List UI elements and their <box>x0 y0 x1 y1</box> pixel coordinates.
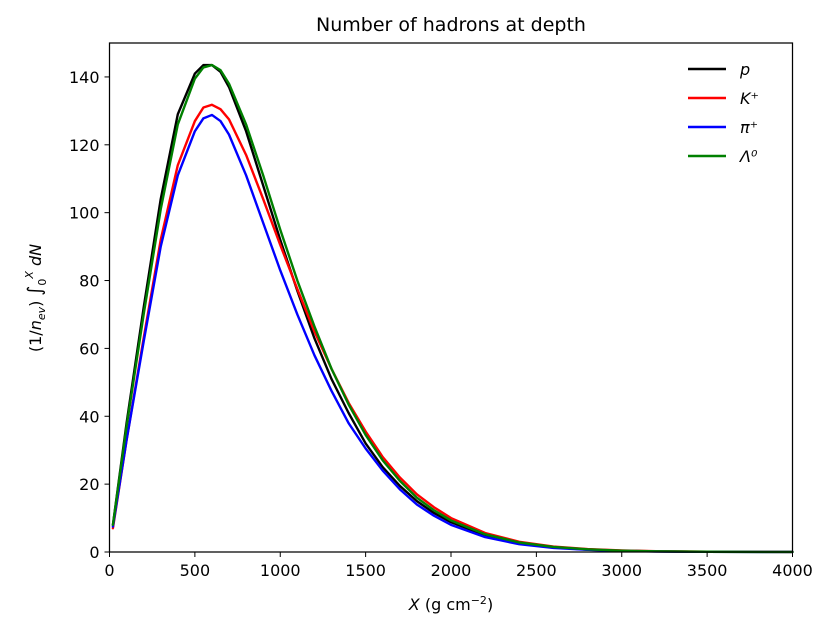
legend: p K⁺ π⁺ Λ⁰ <box>688 60 759 166</box>
series-line-3 <box>111 63 794 554</box>
y-tick-label: 60 <box>79 339 99 358</box>
y-tick-label: 20 <box>79 475 99 494</box>
y-tick-label: 100 <box>69 204 100 223</box>
x-tick-label: 2000 <box>431 561 472 580</box>
x-tick-label: 0 <box>104 561 114 580</box>
y-tick-label: 0 <box>89 543 99 562</box>
x-tick-label: 3000 <box>601 561 642 580</box>
series-line-1 <box>111 103 794 554</box>
legend-label: π⁺ <box>740 118 758 137</box>
plot-frame <box>108 42 794 553</box>
series-lines <box>111 63 794 554</box>
legend-label: p <box>739 60 750 79</box>
axis-ticks: 0 500 1000 1500 2000 2500 3000 3500 4000 0 20 40 60 8… <box>69 68 813 580</box>
y-axis-label: (1/nev) ∫0X dN <box>23 244 49 352</box>
y-tick-label: 140 <box>69 68 100 87</box>
x-tick-label: 1000 <box>260 561 301 580</box>
series-line-2 <box>111 113 794 554</box>
x-tick-label: 500 <box>180 561 211 580</box>
legend-label: Λ⁰ <box>738 147 758 166</box>
x-tick-label: 2500 <box>516 561 557 580</box>
series-line-0 <box>111 63 794 554</box>
x-tick-label: 3500 <box>687 561 728 580</box>
legend-label: K⁺ <box>740 89 759 108</box>
chart-title: Number of hadrons at depth <box>316 14 586 36</box>
y-tick-label: 40 <box>79 407 99 426</box>
x-tick-label: 4000 <box>772 561 813 580</box>
y-tick-label: 120 <box>69 136 100 155</box>
x-tick-label: 1500 <box>345 561 386 580</box>
y-tick-label: 80 <box>79 272 99 291</box>
x-axis-label: X (g cm−2) <box>408 594 493 614</box>
